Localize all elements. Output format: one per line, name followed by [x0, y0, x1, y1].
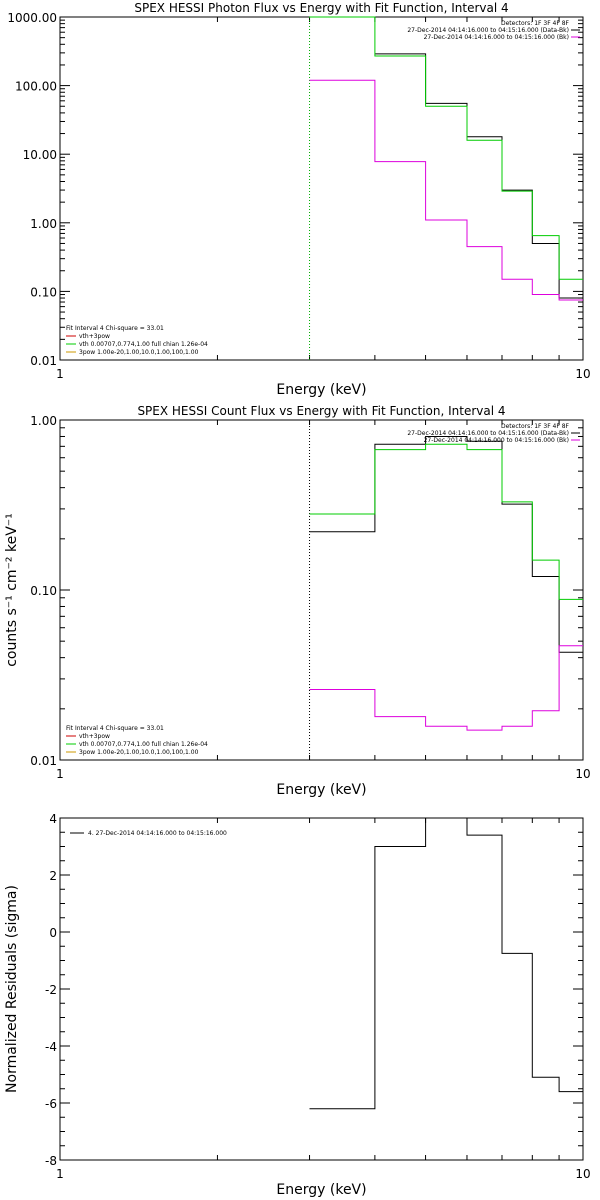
y-tick-label: 0.01	[30, 754, 57, 768]
series-step-1-3	[309, 79, 583, 301]
legend-line: Fit Interval 4 Chi-square = 33.01	[66, 325, 164, 332]
legend-line: Detectors: 1F 3F 4F 8F	[501, 423, 570, 430]
y-tick-label: 1.00	[30, 414, 57, 428]
legend-line: 27-Dec-2014 04:14:16.000 to 04:15:16.000…	[407, 430, 569, 437]
plot-frame-2	[59, 419, 584, 761]
x-tick-label: 1	[56, 1167, 64, 1181]
legend-line: Fit Interval 4 Chi-square = 33.01	[66, 725, 164, 732]
x-tick-label: 10	[575, 367, 590, 381]
legend-line: 27-Dec-2014 04:14:16.000 to 04:15:16.000…	[424, 34, 569, 41]
legend-line: 3pow 1.00e-20,1.00,10.0,1.00,100,1.00	[79, 349, 199, 356]
y-tick-label: -2	[45, 983, 57, 997]
y-tick-label: 0.01	[30, 354, 57, 368]
y-tick-label: -4	[45, 1040, 57, 1054]
legend-line: vth 0.00707,0.774,1.00 full chian 1.26e-…	[79, 741, 208, 748]
y-axis-label: counts s⁻¹ cm⁻² keV⁻¹	[4, 513, 20, 667]
y-tick-label: 2	[49, 869, 57, 883]
x-tick-label: 1	[56, 767, 64, 781]
x-axis-label: Energy (keV)	[276, 782, 366, 798]
legend-line: Detectors: 1F 3F 4F 8F	[501, 20, 570, 27]
plot-frame-1	[59, 16, 584, 361]
series-step-1-1	[374, 53, 583, 299]
legend-line: 4. 27-Dec-2014 04:14:16.000 to 04:15:16.…	[88, 830, 227, 837]
x-tick-label: 1	[56, 367, 64, 381]
x-axis-label: Energy (keV)	[276, 1182, 366, 1198]
series-step-2-3	[309, 645, 583, 731]
chart-title-1: SPEX HESSI Photon Flux vs Energy with Fi…	[134, 1, 508, 15]
y-tick-label: 0.10	[30, 285, 57, 299]
x-tick-label: 10	[575, 1167, 590, 1181]
y-axis-label: Normalized Residuals (sigma)	[4, 885, 20, 1093]
x-tick-label: 10	[575, 767, 590, 781]
y-tick-label: 4	[49, 812, 57, 826]
y-tick-label: -6	[45, 1097, 57, 1111]
y-tick-label: 100.00	[15, 80, 57, 94]
y-tick-label: 0.10	[30, 584, 57, 598]
series-step-2-1	[309, 436, 583, 653]
chart-title-2: SPEX HESSI Count Flux vs Energy with Fit…	[137, 404, 505, 418]
y-tick-label: 1.00	[30, 217, 57, 231]
legend-line: vth+3pow	[79, 733, 110, 740]
legend-line: 3pow 1.00e-20,1.00,10.0,1.00,100,1.00	[79, 749, 199, 756]
y-tick-label: 10.00	[23, 148, 57, 162]
series-step-2-2	[309, 443, 583, 600]
y-tick-label: 0	[49, 926, 57, 940]
series-step-3-1	[309, 817, 583, 1110]
y-tick-label: 1000.00	[7, 11, 57, 25]
legend-line: vth 0.00707,0.774,1.00 full chian 1.26e-…	[79, 341, 208, 348]
legend-line: vth+3pow	[79, 333, 110, 340]
series-step-1-2	[309, 16, 583, 280]
legend-line: 27-Dec-2014 04:14:16.000 to 04:15:16.000…	[407, 27, 569, 34]
legend-line: 27-Dec-2014 04:14:16.000 to 04:15:16.000…	[424, 437, 569, 444]
y-tick-label: -8	[45, 1154, 57, 1168]
x-axis-label: Energy (keV)	[276, 382, 366, 398]
